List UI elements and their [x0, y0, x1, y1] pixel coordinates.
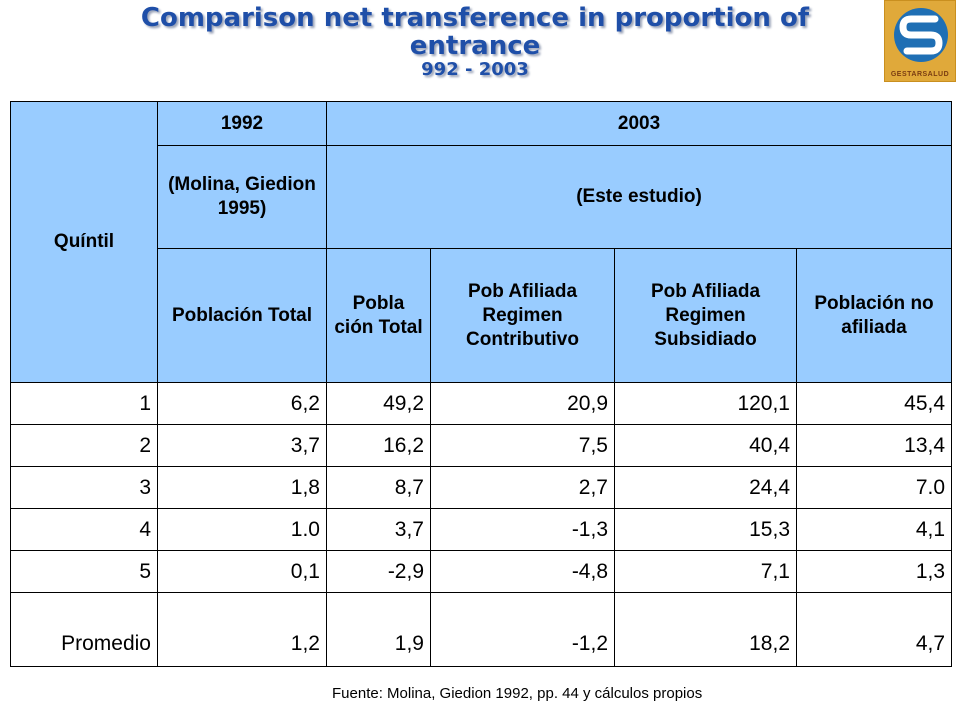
col-header-contributivo: Pob Afiliada Regimen Contributivo	[430, 248, 615, 383]
table-row: 4 1.0 3,7 -1,3 15,3 4,1	[10, 508, 953, 551]
quintil-cell: 5	[10, 550, 158, 593]
title-block: Comparison net transference in proportio…	[90, 4, 860, 80]
table-row: 1 6,2 49,2 20,9 120,1 45,4	[10, 382, 953, 425]
table-row: 3 1,8 8,7 2,7 24,4 7.0	[10, 466, 953, 509]
value-cell: 7,5	[430, 424, 615, 467]
value-cell: -1,3	[430, 508, 615, 551]
value-cell: 3,7	[157, 424, 327, 467]
value-cell: 2,7	[430, 466, 615, 509]
table-row: 5 0,1 -2,9 -4,8 7,1 1,3	[10, 550, 953, 593]
value-cell: 40,4	[614, 424, 797, 467]
value-cell: 3,7	[326, 508, 431, 551]
value-cell: 18,2	[614, 592, 797, 667]
source-note: Fuente: Molina, Giedion 1992, pp. 44 y c…	[332, 685, 703, 702]
logo-text: GESTARSALUD	[890, 71, 950, 78]
logo-emblem-icon	[891, 5, 951, 67]
page-subtitle: 992 - 2003	[421, 59, 529, 80]
source-1992-header: (Molina, Giedion 1995)	[157, 145, 327, 249]
gestarsalud-logo: GESTARSALUD	[884, 0, 956, 82]
page-title-line-1: Comparison net transference in proportio…	[140, 3, 810, 33]
transference-table: Quíntil 1992 2003 (Molina, Giedion 1995)…	[10, 101, 953, 667]
value-cell: 15,3	[614, 508, 797, 551]
value-cell: 45,4	[795, 382, 953, 425]
quintil-cell: 2	[10, 424, 158, 467]
value-cell: 0,1	[157, 550, 327, 593]
col-header-poblacion-total-2003: Pobla ción Total	[326, 248, 431, 383]
value-cell: 7.0	[795, 466, 953, 509]
value-cell: 4,1	[795, 508, 953, 551]
value-cell: 16,2	[326, 424, 431, 467]
value-cell: 1.0	[157, 508, 327, 551]
value-cell: 1,2	[157, 592, 327, 667]
quintil-cell: Promedio	[10, 592, 158, 667]
col-header-poblacion-total-1992: Población Total	[157, 248, 327, 383]
value-cell: 8,7	[326, 466, 431, 509]
table-row: 2 3,7 16,2 7,5 40,4 13,4	[10, 424, 953, 467]
value-cell: 1,3	[795, 550, 953, 593]
value-cell: 120,1	[614, 382, 797, 425]
value-cell: 1,8	[157, 466, 327, 509]
table-row-promedio: Promedio 1,2 1,9 -1,2 18,2 4,7	[10, 592, 953, 667]
source-2003-header: (Este estudio)	[325, 145, 953, 249]
value-cell: 20,9	[430, 382, 615, 425]
value-cell: -1,2	[430, 592, 615, 667]
value-cell: 13,4	[795, 424, 953, 467]
quintil-cell: 1	[10, 382, 158, 425]
value-cell: 24,4	[614, 466, 797, 509]
page-title-line-2: entrance	[409, 31, 541, 61]
value-cell: 4,7	[795, 592, 953, 667]
col-header-no-afiliada: Población no afiliada	[795, 248, 953, 383]
col-header-subsidiado: Pob Afiliada Regimen Subsidiado	[614, 248, 797, 383]
value-cell: 6,2	[157, 382, 327, 425]
value-cell: 49,2	[326, 382, 431, 425]
year-2003-header: 2003	[325, 101, 953, 146]
quintil-header: Quíntil	[10, 101, 158, 383]
value-cell: -4,8	[430, 550, 615, 593]
value-cell: 1,9	[326, 592, 431, 667]
value-cell: 7,1	[614, 550, 797, 593]
year-1992-header: 1992	[157, 101, 327, 146]
quintil-cell: 4	[10, 508, 158, 551]
quintil-cell: 3	[10, 466, 158, 509]
value-cell: -2,9	[326, 550, 431, 593]
